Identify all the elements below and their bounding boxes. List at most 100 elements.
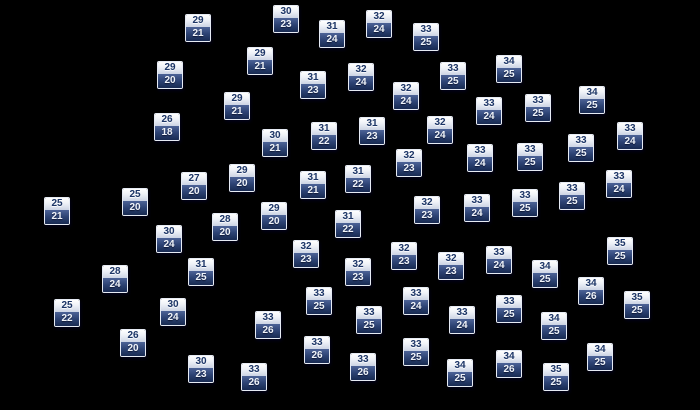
high-temp-label: 32 — [415, 197, 439, 209]
temp-badge[interactable]: 33 24 — [476, 97, 502, 125]
low-temp-label: 24 — [477, 110, 501, 124]
low-temp-label: 25 — [497, 68, 521, 82]
temp-badge[interactable]: 33 25 — [559, 182, 585, 210]
low-temp-label: 22 — [336, 223, 360, 237]
temp-badge[interactable]: 29 20 — [261, 202, 287, 230]
temp-badge[interactable]: 30 21 — [262, 129, 288, 157]
low-temp-label: 25 — [448, 372, 472, 386]
temp-badge[interactable]: 35 25 — [607, 237, 633, 265]
temp-badge[interactable]: 25 22 — [54, 299, 80, 327]
high-temp-label: 32 — [392, 243, 416, 255]
temp-badge[interactable]: 31 21 — [300, 171, 326, 199]
high-temp-label: 33 — [441, 63, 465, 75]
temp-badge[interactable]: 32 23 — [345, 258, 371, 286]
temp-badge[interactable]: 33 25 — [496, 295, 522, 323]
temp-badge[interactable]: 35 25 — [624, 291, 650, 319]
temp-badge[interactable]: 26 18 — [154, 113, 180, 141]
high-temp-label: 29 — [230, 165, 254, 177]
temp-badge[interactable]: 33 25 — [512, 189, 538, 217]
temp-badge[interactable]: 29 20 — [157, 61, 183, 89]
low-temp-label: 25 — [625, 304, 649, 318]
low-temp-label: 25 — [518, 156, 542, 170]
temp-badge[interactable]: 32 23 — [396, 149, 422, 177]
temp-badge[interactable]: 33 25 — [517, 143, 543, 171]
temp-badge[interactable]: 32 24 — [348, 63, 374, 91]
temp-badge[interactable]: 27 20 — [181, 172, 207, 200]
temp-badge[interactable]: 33 25 — [525, 94, 551, 122]
temp-badge[interactable]: 32 23 — [293, 240, 319, 268]
temp-badge[interactable]: 32 24 — [393, 82, 419, 110]
low-temp-label: 25 — [404, 351, 428, 365]
temp-badge[interactable]: 34 25 — [447, 359, 473, 387]
temp-badge[interactable]: 31 24 — [319, 20, 345, 48]
low-temp-label: 21 — [248, 60, 272, 74]
temp-badge[interactable]: 33 25 — [440, 62, 466, 90]
high-temp-label: 33 — [414, 24, 438, 36]
temp-badge[interactable]: 30 24 — [156, 225, 182, 253]
temp-badge[interactable]: 30 24 — [160, 298, 186, 326]
temp-badge[interactable]: 33 25 — [413, 23, 439, 51]
high-temp-label: 33 — [307, 288, 331, 300]
temp-badge[interactable]: 30 23 — [188, 355, 214, 383]
temp-badge[interactable]: 29 21 — [224, 92, 250, 120]
low-temp-label: 21 — [301, 184, 325, 198]
temp-badge[interactable]: 33 25 — [568, 134, 594, 162]
temp-badge[interactable]: 34 26 — [496, 350, 522, 378]
high-temp-label: 31 — [301, 72, 325, 84]
temp-badge[interactable]: 33 24 — [449, 306, 475, 334]
temp-badge[interactable]: 31 23 — [300, 71, 326, 99]
temp-badge[interactable]: 31 22 — [345, 165, 371, 193]
temp-badge[interactable]: 33 24 — [606, 170, 632, 198]
temp-badge[interactable]: 29 20 — [229, 164, 255, 192]
temp-badge[interactable]: 33 24 — [617, 122, 643, 150]
temp-badge[interactable]: 31 23 — [359, 117, 385, 145]
temp-badge[interactable]: 35 25 — [543, 363, 569, 391]
temp-badge[interactable]: 33 26 — [241, 363, 267, 391]
temp-badge[interactable]: 32 24 — [366, 10, 392, 38]
temp-badge[interactable]: 26 20 — [120, 329, 146, 357]
low-temp-label: 23 — [301, 84, 325, 98]
high-temp-label: 26 — [121, 330, 145, 342]
temp-badge[interactable]: 33 26 — [255, 311, 281, 339]
temp-badge[interactable]: 34 25 — [587, 343, 613, 371]
high-temp-label: 34 — [533, 261, 557, 273]
high-temp-label: 26 — [155, 114, 179, 126]
temp-badge[interactable]: 29 21 — [185, 14, 211, 42]
low-temp-label: 24 — [465, 207, 489, 221]
temp-badge[interactable]: 28 20 — [212, 213, 238, 241]
temp-badge[interactable]: 34 25 — [541, 312, 567, 340]
low-temp-label: 20 — [121, 342, 145, 356]
temp-badge[interactable]: 33 25 — [356, 306, 382, 334]
temp-badge[interactable]: 32 23 — [414, 196, 440, 224]
temp-badge[interactable]: 25 20 — [122, 188, 148, 216]
temp-badge[interactable]: 33 25 — [306, 287, 332, 315]
temp-badge[interactable]: 33 24 — [467, 144, 493, 172]
temp-badge[interactable]: 33 24 — [486, 246, 512, 274]
low-temp-label: 24 — [487, 259, 511, 273]
temp-badge[interactable]: 32 23 — [438, 252, 464, 280]
high-temp-label: 34 — [448, 360, 472, 372]
high-temp-label: 29 — [262, 203, 286, 215]
high-temp-label: 33 — [404, 288, 428, 300]
temp-badge[interactable]: 34 25 — [496, 55, 522, 83]
temp-badge[interactable]: 31 22 — [311, 122, 337, 150]
temp-badge[interactable]: 34 26 — [578, 277, 604, 305]
temp-badge[interactable]: 33 26 — [304, 336, 330, 364]
temp-badge[interactable]: 30 23 — [273, 5, 299, 33]
temp-badge[interactable]: 29 21 — [247, 47, 273, 75]
temp-badge[interactable]: 34 25 — [532, 260, 558, 288]
temp-badge[interactable]: 28 24 — [102, 265, 128, 293]
low-temp-label: 25 — [497, 308, 521, 322]
low-temp-label: 24 — [607, 183, 631, 197]
temp-badge[interactable]: 31 22 — [335, 210, 361, 238]
temp-badge[interactable]: 33 24 — [464, 194, 490, 222]
temp-badge[interactable]: 33 25 — [403, 338, 429, 366]
temp-badge[interactable]: 25 21 — [44, 197, 70, 225]
low-temp-label: 24 — [367, 23, 391, 37]
temp-badge[interactable]: 33 24 — [403, 287, 429, 315]
temp-badge[interactable]: 32 23 — [391, 242, 417, 270]
temp-badge[interactable]: 33 26 — [350, 353, 376, 381]
temp-badge[interactable]: 31 25 — [188, 258, 214, 286]
temp-badge[interactable]: 32 24 — [427, 116, 453, 144]
temp-badge[interactable]: 34 25 — [579, 86, 605, 114]
